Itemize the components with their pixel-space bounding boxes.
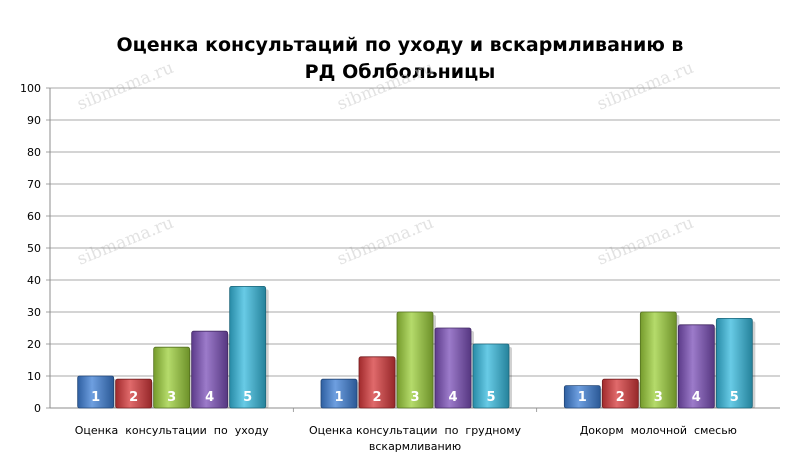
- bar-series-label: 4: [205, 390, 214, 405]
- y-tick-label: 10: [27, 370, 41, 383]
- bar: [639, 311, 677, 409]
- bar-series-label: 4: [448, 390, 457, 405]
- bar: [677, 324, 715, 409]
- labels: 0 10 20 30 40 50 60 70 80 90 100 1 2 3 4 5 Оценка консул…: [20, 82, 739, 453]
- y-tick-label: 60: [27, 210, 41, 223]
- watermark-text: sibmama.ru: [594, 213, 696, 270]
- bar-series-label: 4: [692, 390, 701, 405]
- watermarks: sibmama.ru sibmama.ru sibmama.ru sibmama.ru…: [74, 58, 696, 270]
- bar-series-label: 1: [334, 390, 343, 405]
- y-tick-label: 70: [27, 178, 41, 191]
- bar-series-label: 1: [91, 390, 100, 405]
- y-tick-label: 100: [20, 82, 41, 95]
- bar-series-label: 3: [167, 390, 176, 405]
- bar: [396, 311, 434, 409]
- x-category-label: Докорм молочной смесью: [580, 424, 737, 437]
- chart-title: Оценка консультаций по уходу и вскармлив…: [0, 32, 800, 86]
- y-tick-label: 20: [27, 338, 41, 351]
- x-category-label: вскармливанию: [369, 440, 461, 453]
- bar-series-label: 5: [243, 390, 252, 405]
- bar-series-label: 3: [410, 390, 419, 405]
- watermark-text: sibmama.ru: [334, 58, 436, 115]
- bar-series-label: 2: [129, 390, 138, 405]
- x-category-label: Оценка консультации по уходу: [75, 424, 269, 437]
- chart-title-line-1: Оценка консультаций по уходу и вскармлив…: [116, 34, 684, 56]
- bar: [153, 346, 191, 409]
- bars: [77, 285, 756, 409]
- bar: [563, 385, 601, 409]
- bar: [358, 356, 396, 409]
- watermark-text: sibmama.ru: [334, 213, 436, 270]
- y-tick-label: 0: [34, 402, 41, 415]
- bar-series-label: 5: [730, 390, 739, 405]
- bar-series-label: 2: [372, 390, 381, 405]
- bar: [229, 285, 267, 409]
- y-tick-label: 40: [27, 274, 41, 287]
- chart-title-line-2: РД Облбольницы: [304, 61, 496, 83]
- y-tick-label: 90: [27, 114, 41, 127]
- bar: [601, 378, 639, 409]
- watermark-text: sibmama.ru: [74, 58, 176, 115]
- bar-series-label: 2: [616, 390, 625, 405]
- bar: [77, 375, 115, 409]
- bar-series-label: 3: [654, 390, 663, 405]
- y-tick-label: 50: [27, 242, 41, 255]
- bar-series-label: 1: [578, 390, 587, 405]
- bar: [434, 327, 472, 409]
- bar: [320, 378, 358, 409]
- y-tick-label: 30: [27, 306, 41, 319]
- bar: [715, 317, 753, 409]
- watermark-text: sibmama.ru: [594, 58, 696, 115]
- bar: [191, 330, 229, 409]
- bar: [115, 378, 153, 409]
- bar: [472, 343, 510, 409]
- bar-series-label: 5: [486, 390, 495, 405]
- x-category-label: Оценка консультации по грудному: [309, 424, 522, 437]
- y-tick-label: 80: [27, 146, 41, 159]
- watermark-text: sibmama.ru: [74, 213, 176, 270]
